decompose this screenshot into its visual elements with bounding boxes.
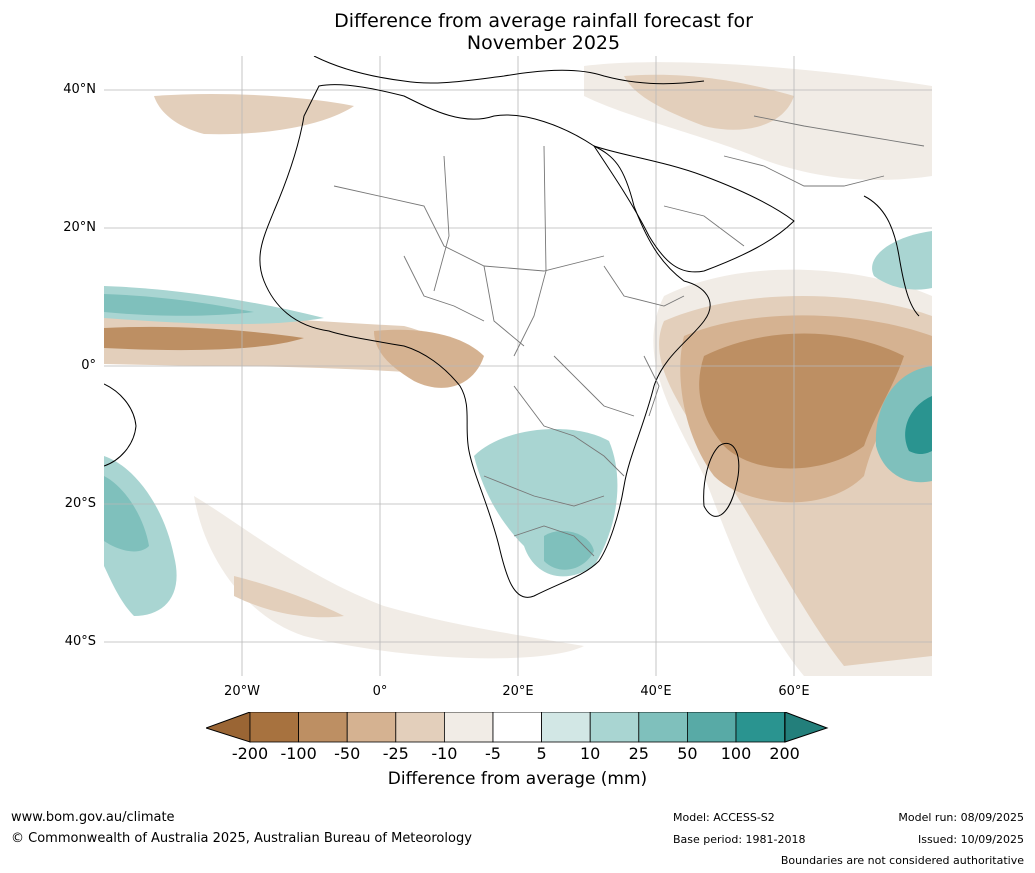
colorbar-label: Difference from average (mm) bbox=[387, 769, 648, 789]
map-title: Difference from average rainfall forecas… bbox=[0, 10, 1035, 54]
colorbar-segment bbox=[589, 712, 640, 743]
lon-label-60e: 60°E bbox=[778, 684, 810, 699]
colorbar-tick-label: 50 bbox=[677, 744, 698, 763]
footer-model-run: Model run: 08/09/2025 bbox=[898, 811, 1024, 824]
map-svg bbox=[104, 56, 932, 676]
colorbar-tick-label: -200 bbox=[231, 744, 269, 763]
colorbar-tick-label: 25 bbox=[628, 744, 649, 763]
colorbar-tick-label: -10 bbox=[431, 744, 458, 763]
lon-label-40e: 40°E bbox=[640, 684, 672, 699]
wet-south-atlantic-core bbox=[104, 476, 149, 552]
colorbar-over-arrow bbox=[784, 712, 829, 743]
footer-base-period: Base period: 1981-2018 bbox=[673, 833, 806, 846]
lat-label-40n: 40°N bbox=[63, 82, 96, 97]
colorbar-segment bbox=[541, 712, 591, 743]
wet-indian-ocean-east-core bbox=[905, 396, 932, 455]
colorbar-tick-label: 100 bbox=[720, 744, 752, 763]
colorbar-tick-label: 200 bbox=[769, 744, 800, 763]
footer-website: www.bom.gov.au/climate bbox=[11, 810, 175, 825]
dry-southern-ocean bbox=[194, 496, 584, 659]
colorbar-segment bbox=[395, 712, 445, 743]
dry-patch-indian-ocean-core bbox=[699, 333, 904, 469]
lat-label-20s: 20°S bbox=[64, 496, 96, 511]
colorbar-segment bbox=[346, 712, 397, 743]
gridlines bbox=[104, 56, 932, 676]
arabia-coastline bbox=[592, 145, 795, 273]
dry-band-atlantic-core bbox=[104, 326, 304, 351]
colorbar-segment bbox=[638, 712, 688, 743]
colorbar bbox=[206, 712, 829, 743]
rainfall-map bbox=[104, 56, 932, 676]
colorbar-tick-label: -50 bbox=[334, 744, 361, 763]
dry-gulf-guinea bbox=[374, 329, 484, 388]
dry-mediterranean bbox=[154, 94, 354, 135]
coastlines bbox=[104, 56, 920, 598]
madagascar-coastline bbox=[703, 443, 740, 517]
colorbar-segment bbox=[298, 712, 348, 743]
colorbar-tick-label: -100 bbox=[280, 744, 317, 763]
colorbar-segment bbox=[249, 712, 299, 743]
colorbar-under-arrow bbox=[206, 712, 251, 743]
europe-coastline bbox=[313, 56, 705, 85]
footer-issued: Issued: 10/09/2025 bbox=[917, 833, 1024, 846]
wet-southern-africa-core bbox=[544, 531, 594, 570]
wet-band-atlantic-core bbox=[104, 294, 254, 316]
colorbar-tick-label: 10 bbox=[580, 744, 601, 763]
colorbar-segment bbox=[443, 712, 494, 743]
colorbar-segment bbox=[686, 712, 737, 743]
footer-copyright: © Commonwealth of Australia 2025, Austra… bbox=[11, 831, 472, 846]
dry-middle-east-core bbox=[624, 74, 794, 130]
colorbar-tick-label: -5 bbox=[485, 744, 501, 763]
footer-model: Model: ACCESS-S2 bbox=[673, 811, 775, 824]
colorbar-tick-label: -25 bbox=[382, 744, 409, 763]
lat-label-0: 0° bbox=[81, 358, 96, 373]
lat-label-40s: 40°S bbox=[64, 634, 96, 649]
africa-coastline bbox=[259, 84, 711, 598]
footer-disclaimer: Boundaries are not considered authoritat… bbox=[780, 854, 1024, 867]
lon-label-20w: 20°W bbox=[224, 684, 260, 699]
lat-label-20n: 20°N bbox=[63, 220, 96, 235]
south-america-coastline bbox=[104, 383, 137, 467]
dry-southern-ocean-core bbox=[234, 576, 344, 618]
colorbar-tick-label: 5 bbox=[536, 744, 547, 763]
india-coastline bbox=[863, 195, 920, 317]
colorbar-segments bbox=[249, 712, 785, 743]
title-line-1: Difference from average rainfall forecas… bbox=[334, 10, 753, 32]
colorbar-segment bbox=[492, 712, 542, 743]
wet-arabian-sea bbox=[872, 231, 932, 290]
lon-label-20e: 20°E bbox=[502, 684, 534, 699]
colorbar-segment bbox=[735, 712, 785, 743]
anomaly-fields bbox=[104, 62, 932, 676]
title-line-2: November 2025 bbox=[466, 32, 621, 54]
country-borders bbox=[333, 115, 925, 557]
lon-label-0: 0° bbox=[372, 684, 388, 699]
